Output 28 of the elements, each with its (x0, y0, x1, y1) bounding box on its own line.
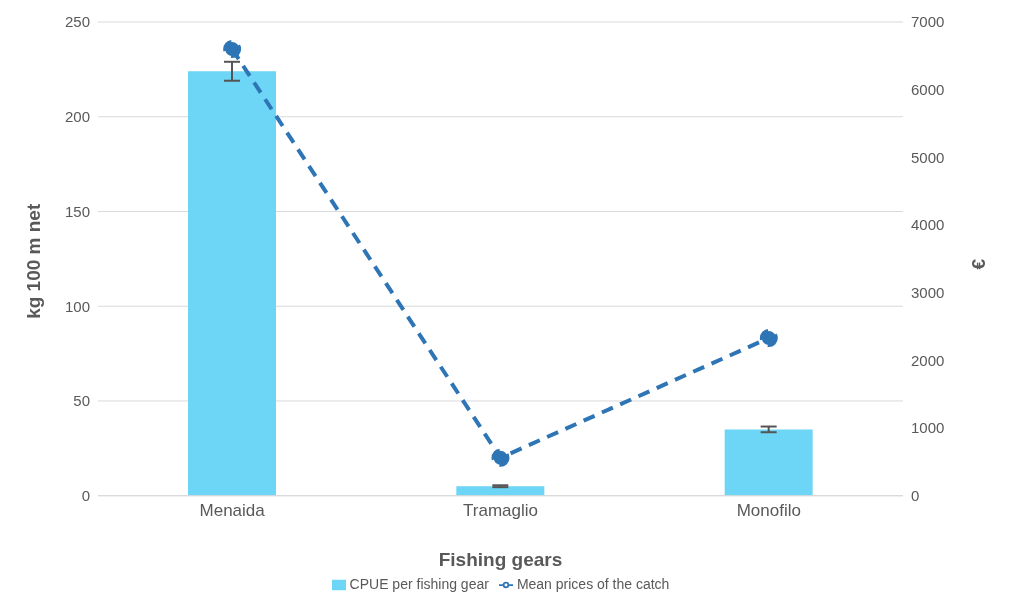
point (491, 448, 510, 467)
x-axis-title: Fishing gears (438, 548, 563, 570)
legend-label: CPUE per fishing gear (349, 575, 489, 592)
point (223, 40, 242, 59)
y2-tick-label: 1000 (911, 419, 945, 437)
bar (188, 71, 276, 496)
x-tick-label: Menaida (199, 500, 266, 520)
legend-label: Mean prices of the catch (516, 575, 670, 592)
y2-tick-label: 4000 (911, 216, 945, 234)
x-tick-label: Tramaglio (463, 500, 538, 520)
y2-tick-label: 0 (911, 487, 920, 505)
y2-tick-label: 2000 (911, 351, 945, 369)
y-tick-label: 0 (81, 487, 90, 505)
y-tick-label: 50 (73, 392, 90, 410)
y2-tick-label: 6000 (911, 81, 945, 98)
y2-axis-title: € (967, 258, 989, 270)
point (759, 329, 778, 348)
bar (724, 429, 813, 496)
y-tick-label: 150 (64, 202, 90, 220)
y2-tick-label: 7000 (911, 13, 945, 31)
y-axis-title: kg 100 m net (22, 203, 44, 319)
y-tick-label: 100 (64, 297, 90, 315)
y-tick-label: 200 (64, 108, 90, 126)
y2-tick-label: 5000 (911, 148, 945, 166)
x-tick-label: Monofilo (736, 500, 801, 520)
y2-tick-label: 3000 (911, 284, 945, 302)
y-tick-label: 250 (64, 13, 90, 31)
bar (456, 486, 545, 496)
